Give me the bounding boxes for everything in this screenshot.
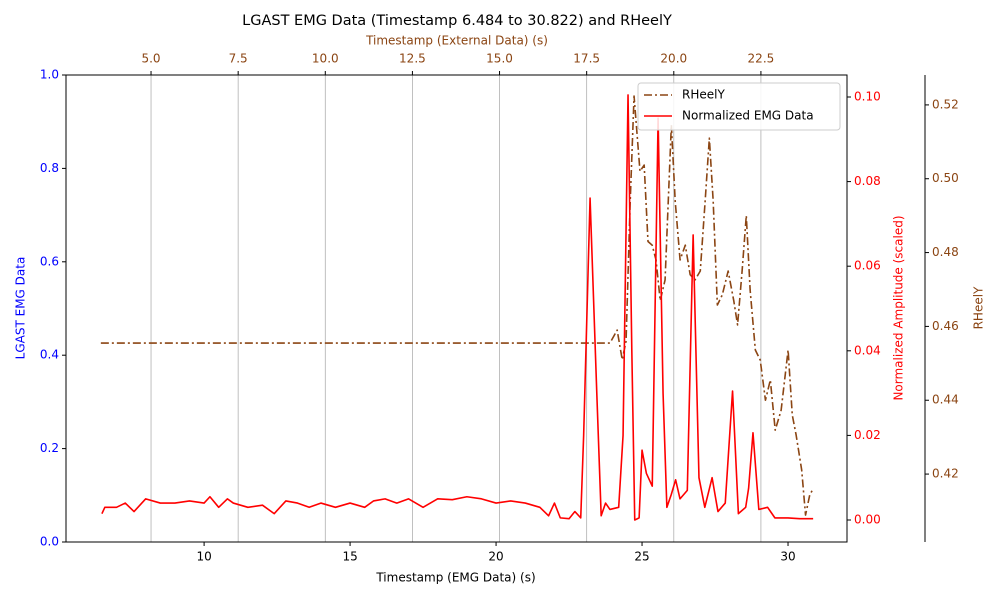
x2-tick-label: 17.5 [573, 52, 600, 66]
y2-axis-label: Normalized Amplitude (scaled) [892, 215, 906, 400]
x-axis-label: Timestamp (EMG Data) (s) [375, 571, 535, 585]
y-tick-label: 0.4 [40, 348, 59, 362]
y-tick-label: 1.0 [40, 68, 59, 82]
legend-box [637, 82, 841, 131]
y-tick-label: 0.0 [40, 535, 59, 549]
y3ticks-tick-label: 0.46 [932, 319, 959, 333]
series-line [100, 95, 814, 516]
x2-tick-label: 22.5 [748, 52, 775, 66]
y2ticks-tick-label: 0.02 [854, 428, 881, 442]
y2ticks-tick-label: 0.00 [854, 513, 881, 527]
series-line [101, 94, 814, 521]
x-tick-label: 10 [196, 550, 211, 564]
x2-tick-label: 12.5 [399, 52, 426, 66]
x-tick-label: 30 [780, 550, 795, 564]
x-tick-label: 20 [488, 550, 503, 564]
x2-tick-label: 20.0 [660, 52, 687, 66]
y3ticks-tick-label: 0.48 [932, 245, 959, 259]
y2ticks-tick-label: 0.08 [854, 174, 881, 188]
x2-tick-label: 10.0 [312, 52, 339, 66]
x2-tick-label: 5.0 [141, 52, 160, 66]
y-tick-label: 0.2 [40, 441, 59, 455]
y2ticks-tick-label: 0.04 [854, 343, 881, 357]
y3ticks-tick-label: 0.50 [932, 171, 959, 185]
x-tick-label: 25 [634, 550, 649, 564]
y-axis-label: LGAST EMG Data [14, 257, 28, 360]
y2ticks-tick-label: 0.06 [854, 259, 881, 273]
y3ticks-tick-label: 0.52 [932, 97, 959, 111]
y3-axis-label: RHeelY [972, 286, 986, 329]
x2-tick-label: 7.5 [229, 52, 248, 66]
y3ticks-tick-label: 0.44 [932, 393, 959, 407]
y-tick-label: 0.6 [40, 254, 59, 268]
legend-label: RHeelY [682, 88, 725, 102]
x2-axis-label: Timestamp (External Data) (s) [365, 34, 548, 48]
y2ticks-tick-label: 0.10 [854, 89, 881, 103]
y3ticks-tick-label: 0.42 [932, 467, 959, 481]
x2-tick-label: 15.0 [486, 52, 513, 66]
plot-frame [65, 74, 848, 543]
legend-label: Normalized EMG Data [682, 109, 814, 123]
y-tick-label: 0.8 [40, 161, 59, 175]
x-tick-label: 15 [342, 550, 357, 564]
chart-title: LGAST EMG Data (Timestamp 6.484 to 30.82… [242, 13, 672, 29]
